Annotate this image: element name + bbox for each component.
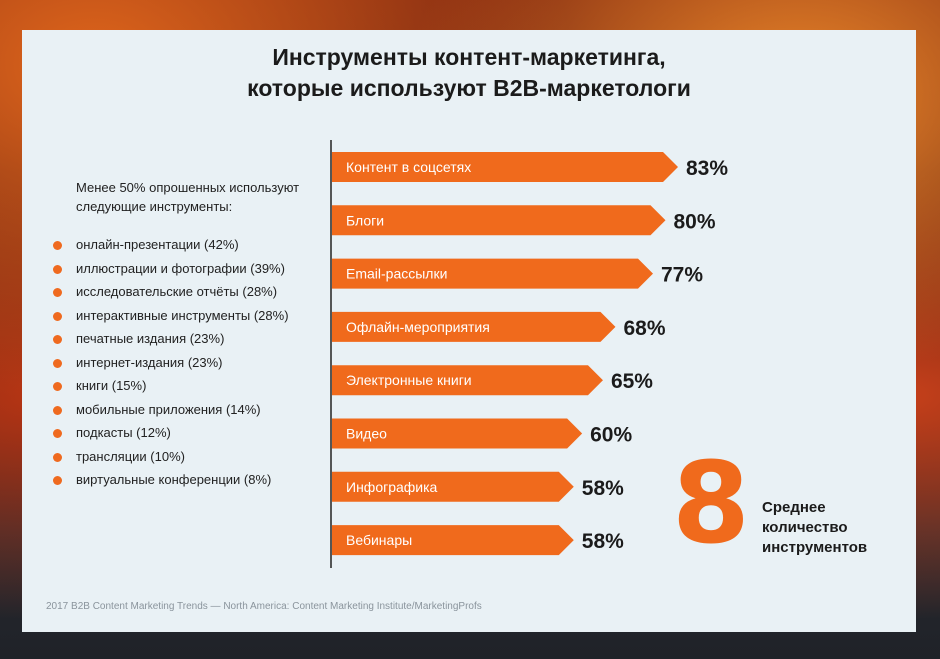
intro-text: Менее 50% опрошенных используют следующи… (76, 180, 300, 214)
bullet-dot-icon (53, 382, 62, 391)
tool-list-label: интернет-издания (23%) (76, 354, 223, 370)
bullet-dot-icon (53, 335, 62, 344)
bar-value-label: 58% (582, 530, 624, 553)
tool-list-item: онлайн-презентации (42%) (52, 233, 289, 257)
bar (332, 311, 616, 342)
bullet-dot-icon (53, 452, 62, 462)
tool-list-item: иллюстрации и фотографии (39%) (52, 257, 289, 281)
bullet-dot-icon (53, 429, 62, 438)
bar (332, 418, 583, 449)
tool-list-item: печатные издания (23%) (52, 327, 289, 351)
tool-list-label: исследовательские отчёты (28%) (76, 284, 278, 299)
bullet-dot-icon (53, 311, 62, 321)
bar-category-label: Контент в соцсетях (346, 159, 471, 175)
tool-list-label: онлайн-презентации (42%) (76, 237, 239, 252)
page-title: Инструменты контент-маркетинга, которые … (22, 42, 916, 104)
title-line-1: Инструменты контент-маркетинга, (272, 44, 666, 70)
bar (332, 152, 678, 182)
bar-value-label: 83% (686, 157, 728, 180)
bar (332, 258, 653, 289)
bullet-dot-icon (53, 288, 62, 297)
tool-list-label: печатные издания (23%) (76, 331, 225, 346)
tool-list-item: книги (15%) (52, 374, 289, 398)
bar-value-label: 77% (661, 264, 703, 287)
bullet-dot-icon (53, 358, 62, 368)
tool-list-item: подкасты (12%) (52, 421, 289, 445)
bar-value-label: 65% (611, 370, 653, 393)
tool-list-item: интернет-издания (23%) (52, 351, 289, 375)
tool-list-label: мобильные приложения (14%) (76, 401, 261, 417)
tool-list-label: интерактивные инструменты (28%) (76, 307, 289, 323)
tool-list-item: мобильные приложения (14%) (52, 398, 289, 422)
bar-category-label: Инфографика (346, 479, 438, 495)
source-note: 2017 B2B Content Marketing Trends — Nort… (46, 601, 482, 612)
infographic-card: Инструменты контент-маркетинга, которые … (22, 30, 916, 632)
bar-category-label: Вебинары (346, 532, 412, 548)
tool-list-item: виртуальные конференции (8%) (52, 468, 289, 492)
bar-chart: Контент в соцсетях 83% Блоги 80% Email-рассы… (330, 140, 728, 568)
bullet-dot-icon (53, 476, 62, 485)
bar (332, 365, 603, 396)
title-line-2: которые используют B2B-маркетологи (247, 75, 691, 101)
bar (332, 525, 574, 556)
tool-list-item: интерактивные инструменты (28%) (52, 304, 289, 328)
average-tools-number: 8 (672, 439, 750, 569)
bar-category-label: Видео (346, 426, 387, 442)
bullet-dot-icon (53, 241, 62, 250)
bar-category-label: Email-рассылки (346, 266, 447, 282)
average-tools-label: Среднее количество инструментов (762, 499, 868, 556)
tool-list-label: виртуальные конференции (8%) (76, 472, 272, 487)
bullet-dot-icon (53, 405, 62, 415)
tool-list-item: трансляции (10%) (52, 445, 289, 469)
tool-list-label: иллюстрации и фотографии (39%) (76, 260, 285, 276)
bar-value-label: 60% (590, 424, 632, 447)
tool-list-label: книги (15%) (76, 378, 147, 393)
tool-list: онлайн-презентации (42%) иллюстрации и фо… (52, 233, 289, 492)
bar-category-label: Офлайн-мероприятия (346, 319, 490, 335)
tool-list-item: исследовательские отчёты (28%) (52, 280, 289, 304)
bullet-dot-icon (53, 264, 62, 274)
tool-list-label: трансляции (10%) (76, 448, 185, 464)
bar-category-label: Электронные книги (346, 372, 472, 388)
bar-value-label: 58% (582, 477, 624, 500)
tool-list-label: подкасты (12%) (76, 425, 171, 440)
bar (332, 471, 574, 502)
bar-value-label: 68% (623, 317, 665, 340)
bar-category-label: Блоги (346, 212, 384, 228)
bar-value-label: 80% (673, 210, 715, 233)
bar (332, 205, 666, 236)
